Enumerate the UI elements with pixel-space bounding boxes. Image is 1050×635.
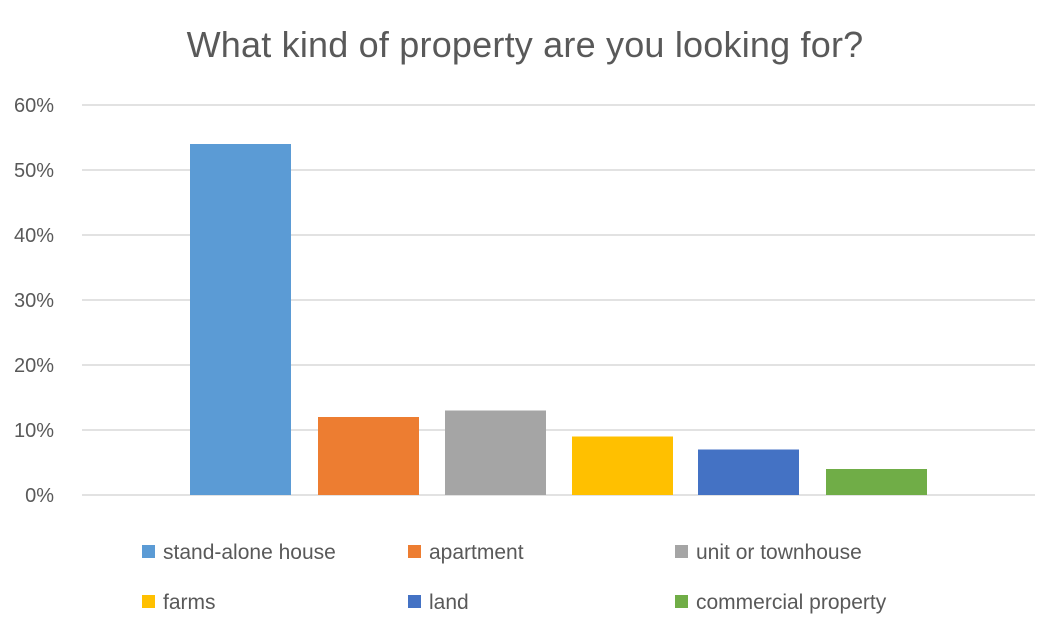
legend-label: land <box>429 591 469 614</box>
legend-label: apartment <box>429 541 524 564</box>
legend-swatch <box>408 545 421 558</box>
legend-swatch <box>408 595 421 608</box>
y-tick-label: 0% <box>25 485 54 507</box>
bar-farms <box>572 436 673 495</box>
legend-swatch <box>675 545 688 558</box>
bar-apartment <box>318 417 419 495</box>
chart-title: What kind of property are you looking fo… <box>186 24 864 65</box>
legend-swatch <box>142 595 155 608</box>
legend-swatch <box>142 545 155 558</box>
y-tick-label: 20% <box>14 355 54 377</box>
y-axis-tick-labels: 0% 10% 20% 30% 40% 50% 60% <box>14 95 54 507</box>
y-tick-label: 30% <box>14 290 54 312</box>
legend-label: commercial property <box>696 591 887 614</box>
legend-item: apartment <box>408 541 524 564</box>
bar-unit-or-townhouse <box>445 410 546 495</box>
y-tick-label: 40% <box>14 225 54 247</box>
y-tick-label: 10% <box>14 420 54 442</box>
bar-land <box>698 449 799 495</box>
legend-item: unit or townhouse <box>675 541 862 564</box>
bar-commercial-property <box>826 469 927 495</box>
legend: stand-alone house apartment unit or townho… <box>142 541 887 614</box>
bar-stand-alone-house <box>190 144 291 495</box>
legend-item: stand-alone house <box>142 541 336 564</box>
legend-label: unit or townhouse <box>696 541 862 564</box>
y-tick-label: 50% <box>14 160 54 182</box>
legend-label: farms <box>163 591 216 614</box>
legend-label: stand-alone house <box>163 541 336 564</box>
legend-swatch <box>675 595 688 608</box>
y-tick-label: 60% <box>14 95 54 117</box>
legend-item: farms <box>142 591 216 614</box>
legend-item: land <box>408 591 469 614</box>
legend-item: commercial property <box>675 591 887 614</box>
bars <box>190 144 927 495</box>
